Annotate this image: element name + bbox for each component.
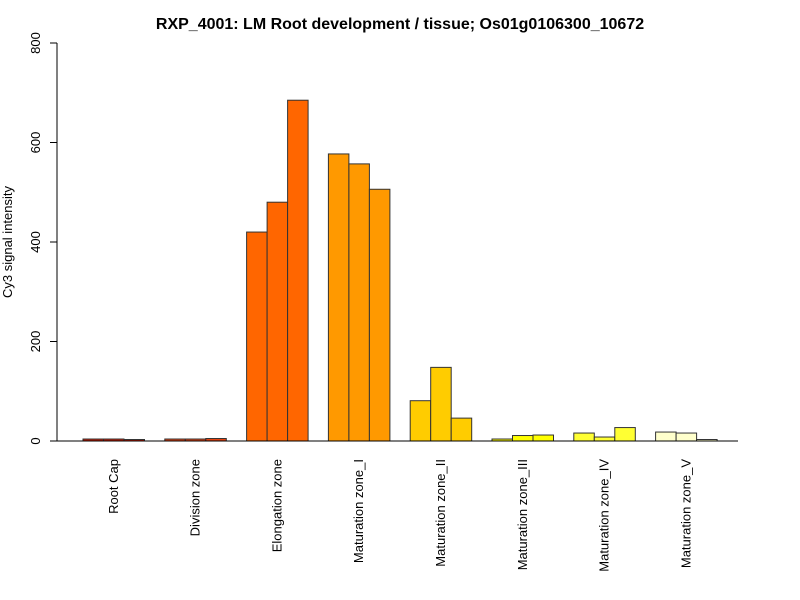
y-tick-label: 800 <box>28 32 43 54</box>
x-tick-label: Root Cap <box>106 459 121 514</box>
bar-group <box>491 434 554 442</box>
bar <box>532 434 554 442</box>
bar <box>368 188 391 442</box>
x-tick-label: Maturation zone_IV <box>597 459 612 572</box>
bar <box>675 432 698 442</box>
chart-title: RXP_4001: LM Root development / tissue; … <box>156 16 644 33</box>
y-tick-label: 400 <box>28 231 43 253</box>
bar <box>512 435 534 442</box>
bar <box>614 427 636 442</box>
x-tick-label: Division zone <box>188 459 203 536</box>
bar <box>655 431 677 442</box>
y-tick-label: 600 <box>28 132 43 154</box>
y-tick-label: 200 <box>28 331 43 353</box>
bars <box>82 99 718 442</box>
bar-group <box>573 427 636 442</box>
bar <box>266 201 289 442</box>
bar <box>409 400 432 442</box>
x-tick-label: Elongation zone <box>269 459 284 552</box>
x-tick-label: Maturation zone_I <box>351 459 366 563</box>
bar <box>287 99 309 442</box>
x-tick-label: Maturation zone_V <box>678 459 693 568</box>
bar <box>450 417 473 442</box>
bar-group <box>409 366 473 442</box>
bar <box>246 231 268 442</box>
bar <box>430 366 452 442</box>
bar <box>348 163 370 442</box>
x-tick-label: Maturation zone_III <box>515 459 530 570</box>
bar-group <box>246 99 309 442</box>
y-tick-label: 0 <box>28 437 43 444</box>
bar <box>327 153 350 442</box>
y-axis: 0 200 400 600 800 <box>28 32 58 445</box>
bar <box>593 436 616 442</box>
bar-group <box>655 431 718 442</box>
bar-group <box>327 153 391 442</box>
category-labels: Root Cap Division zone Elongation zone Matu… <box>106 459 694 572</box>
bar <box>573 432 595 442</box>
y-axis-title: Cy3 signal intensity <box>0 186 15 298</box>
x-tick-label: Maturation zone_II <box>433 459 448 567</box>
